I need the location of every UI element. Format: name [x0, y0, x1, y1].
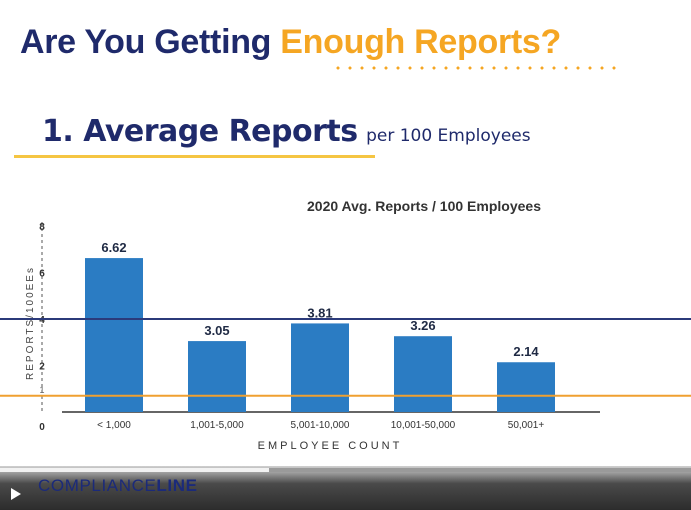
y-tick-label: 6 [39, 269, 45, 280]
x-tick-label: < 1,000 [97, 420, 131, 431]
brand-logo: COMPLIANCELINE [38, 476, 198, 496]
title-dotted-underline [332, 66, 622, 70]
x-tick-label: 5,001-10,000 [291, 420, 350, 431]
brand-logo-light: COMPLIANCE [38, 476, 157, 495]
progress-track[interactable] [0, 468, 691, 472]
bar-value-label: 2.14 [513, 344, 539, 359]
bar [497, 362, 555, 412]
bar-value-label: 3.81 [307, 305, 332, 320]
title-accent-text: Enough Reports? [280, 23, 561, 61]
bar-value-label: 3.05 [204, 323, 229, 338]
y-axis-label: REPORTS/100EEs [25, 266, 36, 380]
bar [394, 336, 452, 412]
section-heading-main: 1. Average Reports [42, 114, 358, 149]
y-tick-label: 8 [39, 222, 45, 233]
y-tick-label: 0 [39, 422, 45, 433]
y-tick-label: 4 [39, 315, 45, 326]
bar-chart: 2020 Avg. Reports / 100 Employees 0 2 4 6 8 1R… [0, 198, 691, 452]
bar [188, 341, 246, 412]
bar-value-label: 6.62 [101, 240, 126, 255]
slide-title: Are You Getting Enough Reports? [20, 22, 561, 62]
x-tick-label: 50,001+ [508, 420, 545, 431]
y-tick-label: 2 [39, 362, 45, 373]
section-heading-underline [14, 155, 375, 158]
bar [85, 258, 143, 412]
brand-logo-bold: LINE [156, 476, 198, 495]
x-tick-label: 1,001-5,000 [190, 420, 244, 431]
section-heading: 1. Average Reports per 100 Employees [42, 112, 531, 157]
section-heading-small: per 100 Employees [366, 126, 531, 146]
bar-value-label: 3.26 [410, 318, 435, 333]
x-tick-label: 10,001-50,000 [391, 420, 456, 431]
progress-fill [0, 468, 270, 472]
video-player-bar: COMPLIANCELINE [0, 466, 691, 510]
bar [291, 323, 349, 412]
y-tick-label: 1 [39, 385, 44, 395]
title-main-text: Are You Getting [20, 23, 281, 61]
play-icon[interactable] [11, 488, 21, 500]
chart-title: 2020 Avg. Reports / 100 Employees [307, 198, 541, 214]
x-axis-label: EMPLOYEE COUNT [258, 440, 403, 452]
